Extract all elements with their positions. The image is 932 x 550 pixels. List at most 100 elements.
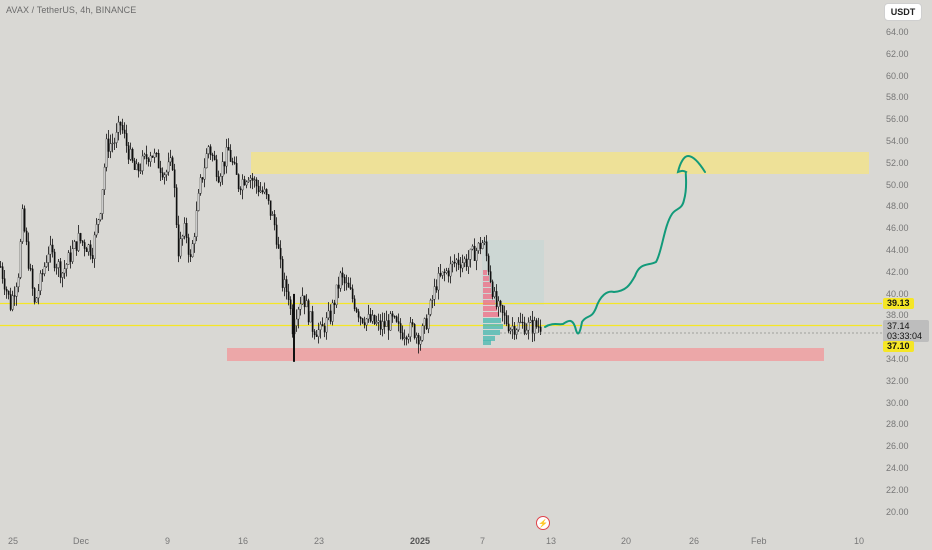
candle-body <box>95 224 98 236</box>
candle-body <box>125 133 128 146</box>
candle-body <box>59 261 62 278</box>
volume-profile-bar <box>483 300 495 305</box>
candle-body <box>77 233 80 251</box>
candle-body <box>141 155 144 171</box>
candle-body <box>469 248 472 260</box>
candle-body <box>337 284 340 289</box>
x-tick-label: 13 <box>546 536 557 546</box>
candle-body <box>283 279 286 288</box>
support-zone[interactable] <box>227 348 824 361</box>
projection-path[interactable] <box>544 154 706 335</box>
candle-body <box>297 309 300 320</box>
candle-body <box>7 290 10 295</box>
y-tick-label: 56.00 <box>886 114 909 125</box>
candle-body <box>133 160 136 170</box>
candle-body <box>201 177 204 180</box>
candle-body <box>497 300 500 308</box>
candle-body <box>527 321 530 331</box>
candle-body <box>365 318 368 326</box>
candle-body <box>429 300 432 315</box>
x-tick-label: 25 <box>8 536 19 546</box>
candle-body <box>221 161 224 177</box>
candle-body <box>187 237 190 255</box>
candle-body <box>193 236 196 244</box>
candle-body <box>351 288 354 300</box>
x-tick-label: 9 <box>165 536 171 546</box>
candle-body <box>319 324 322 330</box>
candle-body <box>525 329 528 334</box>
candle-body <box>37 290 40 299</box>
candle-body <box>113 142 116 144</box>
current-price-tag: 37.14 03:33:04 <box>883 320 929 342</box>
volume-profile-bar <box>483 294 493 299</box>
candle-body <box>213 155 216 160</box>
candle-body <box>151 155 154 158</box>
y-tick-label: 52.00 <box>886 157 909 168</box>
candle-body <box>301 295 304 305</box>
volume-profile-bar <box>483 306 497 311</box>
candle-body <box>275 224 278 245</box>
candle-body <box>531 319 534 334</box>
candle-body <box>75 241 78 251</box>
candle-body <box>449 263 452 277</box>
candle-body <box>97 219 100 225</box>
volume-profile-bar <box>483 318 501 323</box>
candle-body <box>409 322 412 337</box>
candle-body <box>251 177 254 181</box>
volume-profile-bar <box>483 324 503 329</box>
candle-body <box>505 315 508 325</box>
y-tick-label: 62.00 <box>886 48 909 59</box>
candle-body <box>503 312 506 316</box>
resistance-zone[interactable] <box>251 152 869 174</box>
candle-body <box>419 340 422 345</box>
candle-body <box>91 255 94 259</box>
candle-body <box>349 287 352 290</box>
lightning-icon[interactable]: ⚡ <box>536 516 550 530</box>
candle-body <box>197 193 200 211</box>
candle-body <box>473 245 476 261</box>
candle-body <box>311 311 314 332</box>
candle-body <box>277 244 280 249</box>
candle-body <box>493 291 496 297</box>
candle-body <box>9 294 12 310</box>
candle-body <box>245 181 248 186</box>
candle-body <box>165 171 168 175</box>
candle-body <box>53 251 56 269</box>
candle-body <box>241 179 244 191</box>
candle-body <box>11 295 14 310</box>
candle-body <box>45 262 48 267</box>
candle-body <box>43 266 46 274</box>
candle-body <box>451 261 454 265</box>
candle-body <box>481 242 484 249</box>
candle-body <box>127 145 130 160</box>
volume-profile <box>483 270 503 345</box>
candle-body <box>471 245 474 250</box>
y-tick-label: 64.00 <box>886 27 909 37</box>
candle-body <box>257 185 260 193</box>
candle-body <box>393 316 396 318</box>
candle-body <box>273 214 276 226</box>
candle-body <box>107 138 110 152</box>
candle-body <box>0 266 2 268</box>
candle-body <box>243 179 246 186</box>
x-tick-label: 26 <box>689 536 700 546</box>
currency-button[interactable]: USDT <box>884 3 922 21</box>
candle-body <box>121 124 124 131</box>
upper-level-tag: 39.13 <box>883 298 914 309</box>
candle-body <box>389 313 392 331</box>
y-tick-label: 24.00 <box>886 463 909 473</box>
candle-body <box>423 318 426 326</box>
candle-body <box>529 319 532 323</box>
candle-body <box>211 154 214 156</box>
candle-body <box>207 146 210 154</box>
candle-body <box>373 315 376 324</box>
candle-body <box>519 321 522 324</box>
candle-body <box>161 172 164 178</box>
candle-body <box>511 325 514 330</box>
y-tick-label: 40.00 <box>886 288 909 299</box>
candle-body <box>115 132 118 143</box>
candle-body <box>255 179 258 187</box>
candle-body <box>333 302 336 306</box>
